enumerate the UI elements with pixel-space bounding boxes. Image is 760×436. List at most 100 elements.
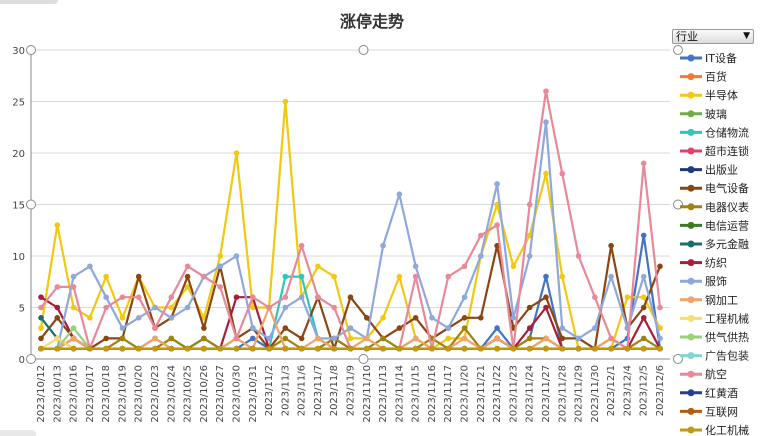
chart-title: 涨停走势 <box>340 12 404 31</box>
legend-label: 纺织 <box>705 256 727 270</box>
data-point <box>249 345 256 352</box>
data-point <box>168 315 175 321</box>
legend-label: 化工机械 <box>705 423 749 436</box>
data-point <box>396 273 403 280</box>
sheet-tab-bottom[interactable] <box>0 430 36 436</box>
resize-handle[interactable] <box>26 354 36 364</box>
data-point <box>87 345 93 352</box>
legend-item[interactable]: 玻璃 <box>680 107 727 121</box>
data-point <box>510 315 517 321</box>
data-point <box>233 335 240 342</box>
legend-swatch-dot <box>687 352 695 360</box>
legend-item[interactable]: 电信运营 <box>680 218 749 232</box>
legend-item[interactable]: 钢加工 <box>680 294 738 307</box>
legend-item[interactable]: 出版业 <box>680 163 738 177</box>
plot-area <box>38 88 663 352</box>
legend-item[interactable]: 超市连锁 <box>680 144 749 158</box>
resize-handle[interactable] <box>358 354 369 364</box>
legend-item[interactable]: 红黄酒 <box>680 386 738 400</box>
data-point <box>54 335 61 342</box>
data-point <box>478 253 484 259</box>
data-point <box>608 335 614 342</box>
data-point <box>543 304 549 311</box>
y-tick-label: 5 <box>19 304 25 315</box>
x-tick-label: 2023/11/9 <box>346 365 357 416</box>
legend-item[interactable]: 服饰 <box>680 274 727 288</box>
data-point <box>526 253 533 259</box>
data-point <box>168 294 175 301</box>
resize-handle[interactable] <box>358 45 369 55</box>
data-point <box>380 345 386 352</box>
data-point <box>559 170 566 177</box>
data-point <box>184 263 191 270</box>
legend-item[interactable]: 电气设备 <box>680 181 749 195</box>
data-point <box>135 273 142 280</box>
data-point <box>233 345 240 352</box>
grid <box>30 49 670 360</box>
data-point <box>298 335 305 342</box>
chevron-down-icon: ▼ <box>743 31 750 41</box>
data-point <box>266 345 272 352</box>
data-point <box>640 273 647 280</box>
resize-handle[interactable] <box>26 199 36 210</box>
resize-handle[interactable] <box>673 45 683 55</box>
legend-item[interactable]: 互联网 <box>680 405 738 418</box>
data-point <box>559 273 566 280</box>
legend-item[interactable]: 供气供热 <box>680 330 749 344</box>
x-tick-label: 2023/11/29 <box>574 365 585 423</box>
legend-item[interactable]: 纺织 <box>680 256 727 270</box>
x-tick-label: 2023/10/20 <box>134 365 145 423</box>
data-point <box>608 273 614 280</box>
data-point <box>54 304 61 311</box>
legend-item[interactable]: 百货 <box>680 70 727 84</box>
y-tick-label: 15 <box>12 201 25 212</box>
data-point <box>249 304 256 311</box>
x-tick-label: 2023/10/17 <box>85 365 96 423</box>
legend-item[interactable]: 多元金融 <box>680 237 749 251</box>
data-point <box>396 325 403 331</box>
data-point <box>70 325 77 331</box>
legend-swatch-dot <box>687 110 695 118</box>
resize-handles[interactable] <box>26 45 683 364</box>
x-tick-label: 2023/11/2 <box>264 365 275 416</box>
legend-item[interactable]: 航空 <box>680 367 727 381</box>
legend: IT设备百货半导体玻璃仓储物流超市连锁出版业电气设备电器仪表电信运营多元金融纺织… <box>680 51 749 436</box>
x-tick-label: 2023/11/7 <box>313 365 324 416</box>
data-point <box>152 304 158 311</box>
data-point <box>380 242 386 249</box>
legend-swatch-dot <box>687 259 695 267</box>
data-point <box>592 345 598 352</box>
x-tick-label: 2023/11/16 <box>427 365 438 423</box>
data-point <box>640 232 647 239</box>
legend-label: 供气供热 <box>705 330 749 344</box>
legend-item[interactable]: IT设备 <box>680 51 737 65</box>
legend-item[interactable]: 工程机械 <box>680 311 749 325</box>
data-point <box>315 263 321 270</box>
data-point <box>575 253 582 259</box>
data-point <box>478 232 484 239</box>
data-point <box>298 273 305 280</box>
data-point <box>184 273 191 280</box>
legend-label: 超市连锁 <box>705 144 749 158</box>
resize-handle[interactable] <box>26 45 36 55</box>
industry-filter-dropdown[interactable]: 行业 ▼ <box>672 29 754 44</box>
data-point <box>640 304 647 311</box>
data-point <box>331 345 338 352</box>
data-point <box>38 345 44 352</box>
legend-item[interactable]: 半导体 <box>680 88 738 102</box>
data-point <box>331 273 338 280</box>
data-point <box>38 315 44 321</box>
x-tick-label: 2023/11/14 <box>394 365 405 423</box>
legend-item[interactable]: 化工机械 <box>680 423 749 436</box>
legend-item[interactable]: 电器仪表 <box>680 200 749 214</box>
x-axis-ticks: 2023/10/12 2023/10/13 2023/10/16 2023/10/17… <box>36 365 666 423</box>
legend-item[interactable]: 广告包装 <box>680 350 749 363</box>
data-point <box>640 294 647 301</box>
x-tick-label: 2023/11/15 <box>411 365 422 423</box>
data-point <box>168 304 175 311</box>
data-point <box>559 325 566 331</box>
data-point <box>380 315 386 321</box>
legend-item[interactable]: 仓储物流 <box>680 125 749 139</box>
data-point <box>592 294 598 301</box>
legend-swatch-dot <box>687 54 695 62</box>
